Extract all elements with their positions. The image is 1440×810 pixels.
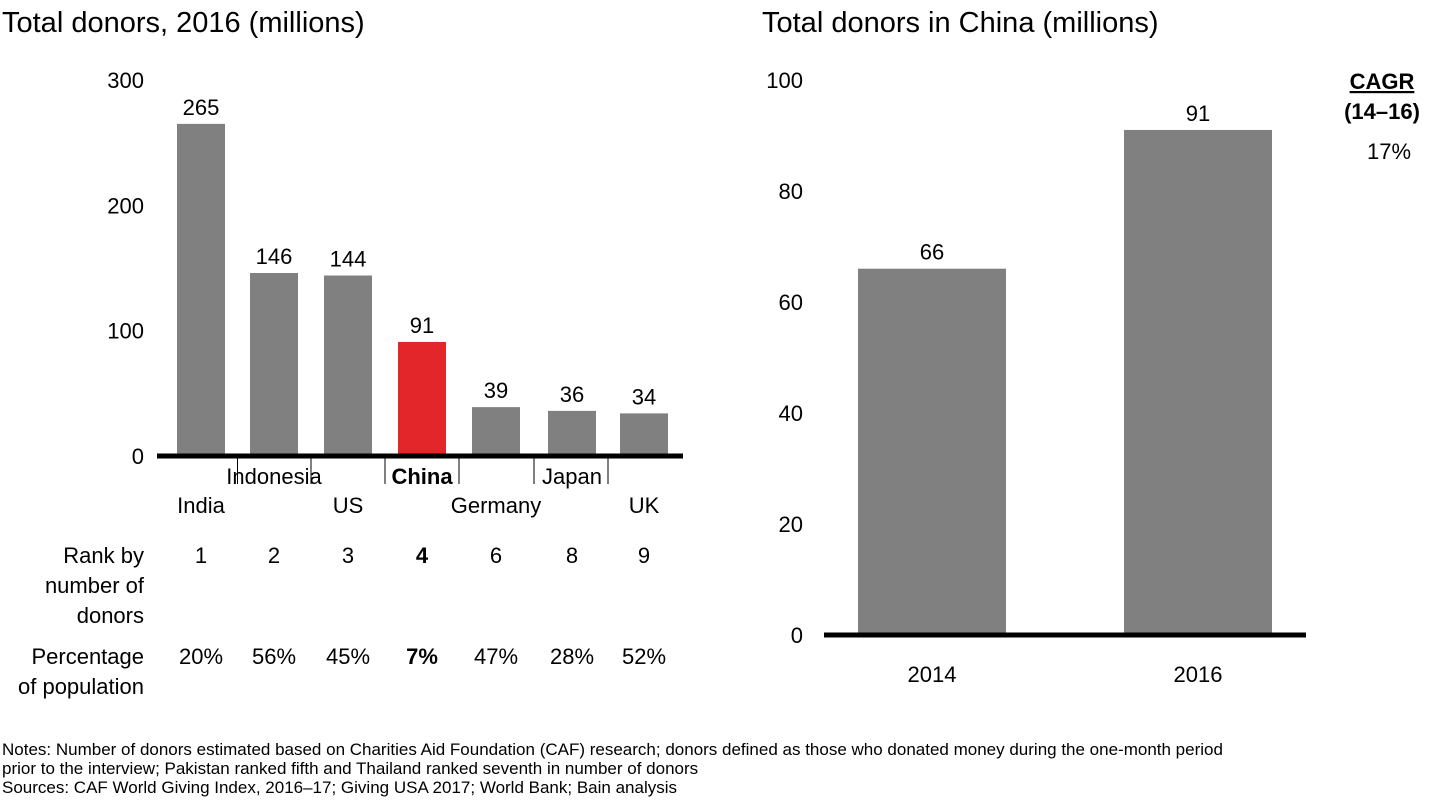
- category-label-germany: Germany: [451, 493, 541, 518]
- value-label-indonesia: 146: [256, 244, 293, 269]
- table-row-label: of population: [18, 674, 144, 699]
- sources-line: Sources: CAF World Giving Index, 2016–17…: [2, 778, 677, 797]
- table-cell-india: 20%: [179, 644, 223, 669]
- right-y-tick-label: 100: [766, 68, 803, 93]
- value-label-us: 144: [330, 247, 367, 272]
- right-y-tick-label: 40: [779, 401, 803, 426]
- left-x-axis: [157, 453, 683, 484]
- category-label-india: India: [177, 493, 225, 518]
- left-y-tick-label: 200: [107, 193, 144, 218]
- table-cell-us: 45%: [326, 644, 370, 669]
- table-cell-china: 7%: [406, 644, 438, 669]
- value-label-uk: 34: [632, 384, 656, 409]
- table-row-label: Rank by: [63, 543, 144, 568]
- cagr-value: 17%: [1367, 139, 1411, 164]
- bar-indonesia: [250, 273, 298, 456]
- table-cell-germany: 47%: [474, 644, 518, 669]
- table-row-label: Percentage: [31, 644, 144, 669]
- right-y-tick-label: 60: [779, 290, 803, 315]
- right-chart-title: Total donors in China (millions): [762, 7, 1159, 39]
- left-bars: [177, 123, 668, 456]
- notes-line-2: prior to the interview; Pakistan ranked …: [2, 759, 699, 778]
- bar-japan: [548, 410, 596, 456]
- table-cell-germany: 6: [490, 543, 502, 568]
- bar-us: [324, 275, 372, 456]
- right-value-labels: 66 91: [920, 101, 1210, 265]
- category-label-2014: 2014: [908, 662, 957, 687]
- bar-uk: [620, 413, 668, 456]
- right-y-axis-ticks: 0 20 40 60 80 100: [766, 68, 803, 648]
- left-y-tick-label: 300: [107, 68, 144, 93]
- table-cell-china: 4: [416, 543, 429, 568]
- category-label-us: US: [333, 493, 364, 518]
- table-cell-uk: 52%: [622, 644, 666, 669]
- bar-2014: [858, 268, 1006, 635]
- left-chart: Total donors, 2016 (millions) 0 100 200 300…: [2, 7, 683, 699]
- category-label-2016: 2016: [1174, 662, 1223, 687]
- table-cell-japan: 8: [566, 543, 578, 568]
- table-cell-japan: 28%: [550, 644, 594, 669]
- right-category-labels: 2014 2016: [908, 662, 1223, 687]
- value-label-china: 91: [410, 313, 434, 338]
- left-y-tick-label: 0: [132, 444, 144, 469]
- table-row-label: number of: [45, 573, 145, 598]
- value-label-germany: 39: [484, 378, 508, 403]
- category-label-japan: Japan: [542, 464, 602, 489]
- left-chart-title: Total donors, 2016 (millions): [2, 7, 365, 39]
- cagr-period: (14–16): [1344, 99, 1420, 124]
- left-y-axis-ticks: 0 100 200 300: [107, 68, 144, 469]
- table-cell-indonesia: 56%: [252, 644, 296, 669]
- table-cell-uk: 9: [638, 543, 650, 568]
- bar-2016: [1124, 129, 1272, 635]
- bar-germany: [472, 407, 520, 456]
- table-cell-indonesia: 2: [268, 543, 280, 568]
- right-bars: [858, 129, 1272, 635]
- category-label-indonesia: Indonesia: [226, 464, 322, 489]
- table-row-label: donors: [77, 603, 144, 628]
- chart-canvas: Total donors, 2016 (millions) 0100200300…: [2, 7, 1420, 699]
- value-label-india: 265: [183, 95, 220, 120]
- category-label-uk: UK: [629, 493, 660, 518]
- value-label-2014: 66: [920, 240, 944, 265]
- cagr-title: CAGR: [1350, 69, 1415, 94]
- left-value-labels: 265 146 144 91 39 36 34: [183, 95, 657, 410]
- right-y-tick-label: 80: [779, 179, 803, 204]
- right-y-tick-label: 0: [791, 623, 803, 648]
- footnotes: Notes: Number of donors estimated based …: [2, 740, 1438, 797]
- table-cell-us: 3: [342, 543, 354, 568]
- left-y-tick-label: 100: [107, 319, 144, 344]
- bar-india: [177, 123, 225, 456]
- table-cell-india: 1: [195, 543, 207, 568]
- bar-china: [398, 341, 446, 456]
- value-label-2016: 91: [1186, 101, 1210, 126]
- notes-line-1: Notes: Number of donors estimated based …: [2, 740, 1223, 759]
- category-label-china: China: [391, 464, 453, 489]
- right-chart: Total donors in China (millions) 0 20 40 60…: [762, 7, 1420, 687]
- left-data-table: Rank by number of donors 1 2 3 4 6 8 9 Percentage o…: [18, 543, 666, 699]
- right-y-tick-label: 20: [779, 512, 803, 537]
- cagr-annotation: CAGR (14–16) 17%: [1344, 69, 1420, 164]
- value-label-japan: 36: [560, 382, 584, 407]
